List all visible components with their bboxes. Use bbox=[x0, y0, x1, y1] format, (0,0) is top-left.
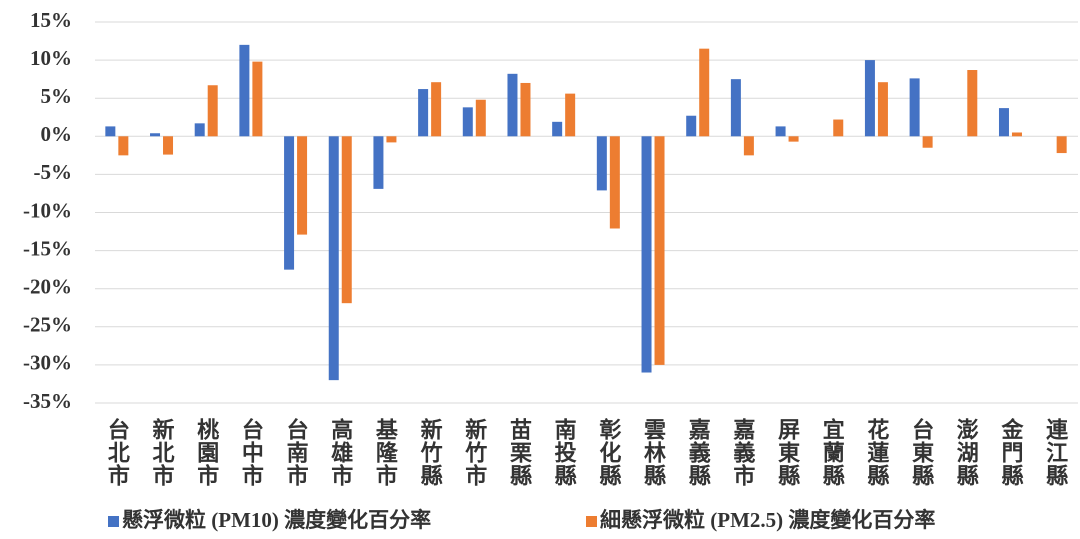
bar bbox=[418, 89, 429, 137]
x-tick-label: 花蓮縣 bbox=[864, 417, 889, 487]
x-tick-label: 新北市 bbox=[150, 417, 175, 487]
bar bbox=[118, 136, 129, 156]
bar bbox=[252, 61, 263, 137]
x-tick-label: 台北市 bbox=[105, 417, 130, 487]
x-tick-label: 屏東縣 bbox=[775, 418, 800, 487]
x-tick-label: 連江縣 bbox=[1043, 418, 1068, 487]
y-tick-label: -15% bbox=[23, 236, 72, 260]
x-tick-label: 苗栗縣 bbox=[507, 418, 532, 487]
y-tick-label: -10% bbox=[23, 198, 72, 222]
bar bbox=[654, 136, 665, 365]
x-tick-label: 基隆市 bbox=[373, 418, 398, 487]
x-tick-label: 雲林縣 bbox=[641, 418, 666, 487]
x-tick-label: 台東縣 bbox=[909, 417, 934, 487]
bar bbox=[909, 78, 920, 137]
bar bbox=[328, 136, 339, 381]
legend-swatch bbox=[586, 516, 597, 527]
x-tick-label: 新竹市 bbox=[462, 417, 488, 487]
y-tick-label: -20% bbox=[23, 275, 72, 299]
bar bbox=[864, 60, 875, 137]
x-tick-label: 高雄市 bbox=[328, 417, 354, 487]
x-tick-label: 新竹縣 bbox=[418, 417, 444, 487]
bar bbox=[150, 133, 161, 137]
bar bbox=[877, 82, 888, 137]
bar bbox=[105, 126, 116, 137]
bar bbox=[967, 70, 978, 137]
y-tick-label: 10% bbox=[30, 46, 72, 70]
x-tick-label: 金門縣 bbox=[998, 417, 1024, 487]
bar bbox=[194, 123, 205, 137]
bar bbox=[207, 85, 218, 137]
y-tick-label: -35% bbox=[23, 389, 72, 413]
bar bbox=[565, 93, 576, 137]
legend-label: 懸浮微粒 (PM10) 濃度變化百分率 bbox=[122, 508, 431, 532]
x-tick-label: 嘉義縣 bbox=[686, 418, 711, 487]
bar bbox=[475, 99, 486, 137]
bar bbox=[431, 82, 442, 137]
bar bbox=[507, 73, 518, 137]
bar bbox=[462, 107, 473, 137]
bar bbox=[596, 136, 607, 191]
y-tick-label: -25% bbox=[23, 313, 72, 337]
bar bbox=[163, 136, 174, 155]
bar bbox=[730, 79, 741, 137]
y-tick-label: 0% bbox=[41, 122, 73, 146]
legend-label: 細懸浮微粒 (PM2.5) 濃度變化百分率 bbox=[600, 508, 935, 532]
bar bbox=[775, 126, 786, 137]
bar bbox=[788, 136, 799, 142]
y-tick-label: -30% bbox=[23, 351, 72, 375]
x-tick-label: 台南市 bbox=[284, 417, 309, 487]
bar bbox=[386, 136, 397, 143]
y-tick-label: 15% bbox=[30, 8, 72, 32]
x-tick-label: 台中市 bbox=[239, 417, 264, 487]
bar bbox=[641, 136, 652, 373]
bar bbox=[686, 115, 697, 137]
x-tick-label: 宜蘭縣 bbox=[820, 417, 845, 487]
bar bbox=[297, 136, 308, 235]
bar bbox=[341, 136, 352, 304]
y-tick-label: -5% bbox=[34, 160, 73, 184]
x-tick-label: 嘉義市 bbox=[730, 418, 755, 487]
legend-swatch bbox=[108, 516, 119, 527]
bar bbox=[552, 121, 563, 137]
bar bbox=[609, 136, 620, 229]
y-tick-label: 5% bbox=[41, 84, 73, 108]
bar bbox=[373, 136, 384, 189]
bar bbox=[699, 48, 710, 137]
x-tick-label: 南投縣 bbox=[552, 418, 577, 487]
x-tick-label: 桃園市 bbox=[194, 418, 219, 487]
bar bbox=[1056, 136, 1067, 154]
bar bbox=[833, 119, 844, 137]
bar bbox=[922, 136, 933, 148]
bar bbox=[520, 82, 531, 137]
bar bbox=[239, 44, 250, 137]
bar bbox=[998, 108, 1009, 137]
x-tick-label: 彰化縣 bbox=[596, 417, 621, 487]
bar bbox=[1011, 132, 1022, 137]
bar bbox=[284, 136, 295, 270]
bar bbox=[743, 136, 754, 156]
x-tick-label: 澎湖縣 bbox=[954, 418, 979, 487]
